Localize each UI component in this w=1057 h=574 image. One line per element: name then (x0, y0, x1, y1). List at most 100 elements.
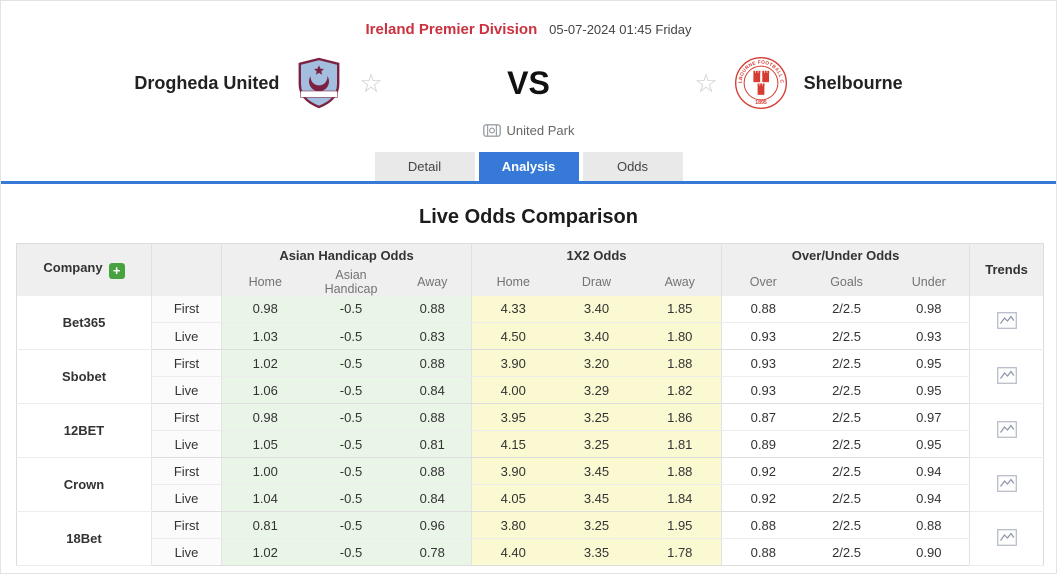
odds-value: 1.03 (221, 322, 309, 350)
ah-handicap-header: Asian Handicap (308, 267, 394, 296)
odds-value: 0.88 (393, 349, 472, 377)
trends-header: Trends (969, 243, 1044, 296)
odds-value: 1.00 (221, 457, 309, 485)
crest-year-text: 1895 (755, 100, 767, 106)
odds-value: 3.35 (554, 538, 639, 566)
tab-detail[interactable]: Detail (374, 152, 475, 181)
odds-value: 2/2.5 (804, 511, 889, 539)
company-name: Crown (16, 457, 152, 512)
vs-label: VS (507, 64, 550, 101)
odds-row: Sbobet First 1.02 -0.5 0.88 3.90 3.20 1.88 0.93 2… (16, 349, 1044, 404)
tab-analysis[interactable]: Analysis (478, 152, 579, 181)
home-team-name[interactable]: Drogheda United (134, 72, 280, 93)
odds-value: -0.5 (308, 376, 394, 404)
trend-chart-icon[interactable] (996, 366, 1017, 387)
over-under-group-header: Over/Under Odds (721, 243, 970, 268)
x12-away-header: Away (638, 267, 722, 296)
away-team-block: ☆ SHELBOURNE FOOTBALL CLUB 1895 Shelbour… (584, 56, 1014, 110)
odds-value: 0.88 (721, 538, 805, 566)
trends-cell (969, 349, 1044, 404)
odds-value: 0.88 (721, 511, 805, 539)
kickoff-time: 05-07-2024 01:45 Friday (549, 22, 692, 37)
match-header: Ireland Premier Division 05-07-2024 01:4… (1, 1, 1056, 38)
odds-value: -0.5 (308, 538, 394, 566)
odds-value: -0.5 (308, 322, 394, 350)
odds-value: 0.96 (393, 511, 472, 539)
odds-value: 2/2.5 (804, 538, 889, 566)
odds-value: 3.95 (471, 403, 555, 431)
odds-line-type: First (151, 511, 222, 539)
odds-value: 1.81 (638, 430, 722, 458)
odds-value: 0.97 (888, 403, 970, 431)
odds-value: 4.05 (471, 484, 555, 512)
odds-value: 1.82 (638, 376, 722, 404)
odds-row: Bet365 First 0.98 -0.5 0.88 4.33 3.40 1.85 0.88 2… (16, 295, 1044, 350)
odds-value: 2/2.5 (804, 457, 889, 485)
odds-row: Crown First 1.00 -0.5 0.88 3.90 3.45 1.88 0.92 2/… (16, 457, 1044, 512)
odds-value: 2/2.5 (804, 322, 889, 350)
odds-value: 0.98 (221, 403, 309, 431)
league-name[interactable]: Ireland Premier Division (365, 21, 538, 38)
shelbourne-crest-icon: SHELBOURNE FOOTBALL CLUB 1895 (734, 56, 787, 109)
odds-value: 3.40 (554, 295, 639, 323)
tab-odds[interactable]: Odds (582, 152, 683, 181)
ou-over-header: Over (721, 267, 805, 296)
odds-row: Live 1.03 -0.5 0.83 4.50 3.40 1.80 0.93 2/2.5 0.9… (17, 322, 1044, 350)
odds-value: 1.78 (638, 538, 722, 566)
odds-value: 0.88 (393, 457, 472, 485)
ah-home-header: Home (221, 267, 309, 296)
odds-value: 0.98 (221, 295, 309, 323)
away-favorite-star-icon[interactable]: ☆ (694, 68, 718, 98)
trends-cell (969, 457, 1044, 512)
odds-value: 0.81 (393, 430, 472, 458)
company-name: Sbobet (16, 349, 152, 404)
section-title: Live Odds Comparison (419, 206, 638, 228)
company-name: Bet365 (16, 295, 152, 350)
odds-line-type: First (151, 349, 222, 377)
odds-value: 2/2.5 (804, 430, 889, 458)
odds-row: 18Bet First 0.81 -0.5 0.96 3.80 3.25 1.95 0.88 2/… (16, 511, 1044, 566)
odds-value: 0.89 (721, 430, 805, 458)
away-team-logo: SHELBOURNE FOOTBALL CLUB 1895 (734, 56, 788, 110)
odds-value: 1.88 (638, 457, 722, 485)
trends-cell (969, 511, 1044, 566)
odds-value: 0.93 (888, 322, 970, 350)
add-company-button[interactable]: + (108, 263, 125, 280)
x12-home-header: Home (471, 267, 555, 296)
odds-value: 0.78 (393, 538, 472, 566)
odds-line-type: Live (151, 430, 222, 458)
odds-value: 0.94 (888, 484, 970, 512)
trend-chart-icon[interactable] (996, 474, 1017, 495)
odds-value: 4.15 (471, 430, 555, 458)
trend-chart-icon[interactable] (996, 528, 1017, 549)
trend-chart-icon[interactable] (996, 420, 1017, 441)
odds-line-type: Live (151, 484, 222, 512)
odds-value: 0.88 (888, 511, 970, 539)
odds-value: -0.5 (308, 430, 394, 458)
trend-chart-icon[interactable] (996, 312, 1017, 332)
odds-comparison-table-wrap: Company + Asian Handicap Odds 1X2 Odds Ov… (16, 243, 1045, 566)
odds-line-type: First (151, 295, 222, 323)
odds-value: 0.92 (721, 457, 805, 485)
company-name: 18Bet (16, 511, 152, 566)
odds-value: 0.87 (721, 403, 805, 431)
odds-line-type: First (151, 403, 222, 431)
odds-value: 1.05 (221, 430, 309, 458)
1x2-group-header: 1X2 Odds (470, 243, 722, 268)
odds-value: -0.5 (308, 295, 394, 323)
match-row: Drogheda United ☆ VS ☆ SHELBOURNE FOOTBA… (1, 52, 1056, 114)
odds-value: 1.80 (638, 322, 722, 350)
home-favorite-star-icon[interactable]: ☆ (359, 68, 383, 98)
odds-value: 3.25 (554, 430, 639, 458)
company-header-label: Company (43, 260, 103, 276)
odds-value: 4.40 (471, 538, 555, 566)
odds-value: 0.95 (888, 430, 970, 458)
odds-row: Live 1.02 -0.5 0.78 4.40 3.35 1.78 0.88 2/2.5 0.9… (17, 538, 1044, 566)
stadium-icon (482, 123, 501, 137)
odds-value: -0.5 (308, 403, 394, 431)
away-team-name[interactable]: Shelbourne (803, 72, 903, 93)
odds-row: 12BET First 0.98 -0.5 0.88 3.95 3.25 1.86 0.87 2/… (16, 403, 1044, 458)
odds-row: Live 1.06 -0.5 0.84 4.00 3.29 1.82 0.93 2/2.5 0.9… (17, 376, 1044, 404)
trends-cell (969, 403, 1044, 458)
odds-value: 1.04 (221, 484, 309, 512)
